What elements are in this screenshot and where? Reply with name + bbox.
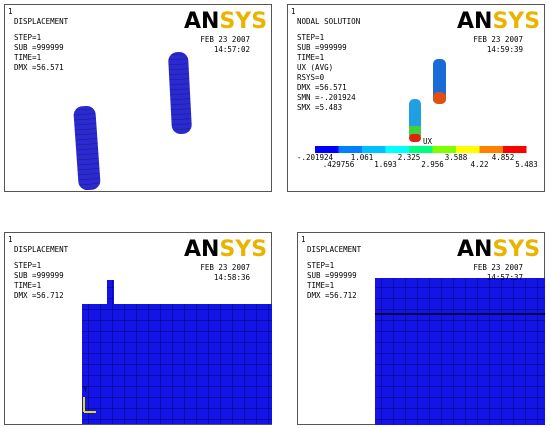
legend-swatch xyxy=(315,146,339,153)
ansys-logo: ANSYS xyxy=(184,9,267,34)
plot-title: DISPLACEMENT xyxy=(14,17,69,26)
window-number: 1 xyxy=(8,7,13,16)
status-line: SMN =-.201924 xyxy=(297,93,356,102)
plot-time: 14:57:37 xyxy=(487,273,523,282)
node-marker: UX xyxy=(423,137,433,146)
status-line: RSYS=0 xyxy=(297,73,325,82)
legend-swatch xyxy=(362,146,386,153)
legend-label: .429756 xyxy=(323,160,355,169)
status-line: SMX =5.483 xyxy=(297,103,342,112)
status-line: DMX =56.571 xyxy=(297,83,347,92)
plot-time: 14:59:39 xyxy=(487,45,523,54)
ansys-logo: ANSYS xyxy=(457,9,540,34)
status-line: UX (AVG) xyxy=(297,63,333,72)
legend-swatch xyxy=(456,146,480,153)
legend-swatch xyxy=(479,146,503,153)
status-line: SUB =999999 xyxy=(307,271,357,280)
status-line: TIME=1 xyxy=(14,281,41,290)
legend-swatch xyxy=(409,146,433,153)
logo-part: SYS xyxy=(492,9,540,34)
legend-swatch xyxy=(385,146,409,153)
window-number: 1 xyxy=(8,235,13,244)
status-line: TIME=1 xyxy=(297,53,324,62)
plot-date: FEB 23 2007 xyxy=(200,35,250,44)
logo-part: AN xyxy=(184,9,219,34)
status-line: SUB =999999 xyxy=(14,271,64,280)
status-line: DMX =56.712 xyxy=(307,291,357,300)
legend-label: 4.852 xyxy=(492,153,515,162)
status-line: SUB =999999 xyxy=(14,43,64,52)
status-line: STEP=1 xyxy=(297,33,324,42)
logo-part: SYS xyxy=(492,237,540,262)
viewport-border xyxy=(4,4,272,192)
legend-swatch xyxy=(338,146,362,153)
status-line: STEP=1 xyxy=(14,33,41,42)
logo-part: SYS xyxy=(219,237,267,262)
mesh xyxy=(375,278,545,425)
legend-label: 5.483 xyxy=(515,160,538,169)
legend-label: 1.061 xyxy=(351,153,374,162)
status-line: DMX =56.712 xyxy=(14,291,64,300)
logo-part: AN xyxy=(184,237,219,262)
window-number: 1 xyxy=(301,235,306,244)
cylinder xyxy=(168,51,192,135)
logo-part: AN xyxy=(457,9,492,34)
ansys-logo: ANSYS xyxy=(184,237,267,262)
cylinder-tip xyxy=(409,134,421,142)
axis-triad xyxy=(83,397,96,413)
plot-title: NODAL SOLUTION xyxy=(297,17,360,26)
plot-title: DISPLACEMENT xyxy=(307,245,362,254)
plot-time: 14:57:02 xyxy=(214,45,250,54)
status-line: TIME=1 xyxy=(307,281,334,290)
legend-swatch xyxy=(503,146,527,153)
window-number: 1 xyxy=(291,7,296,16)
logo-part: SYS xyxy=(219,9,267,34)
status-line: TIME=1 xyxy=(14,53,41,62)
status-line: DMX =56.571 xyxy=(14,63,64,72)
plot-date: FEB 23 2007 xyxy=(200,263,250,272)
mesh-column xyxy=(107,280,114,305)
legend-label: 4.22 xyxy=(470,160,488,169)
plot-date: FEB 23 2007 xyxy=(473,263,523,272)
ansys-logo: ANSYS xyxy=(457,237,540,262)
legend-label: 1.693 xyxy=(374,160,397,169)
status-line: STEP=1 xyxy=(14,261,41,270)
legend-label: 2.956 xyxy=(421,160,444,169)
status-line: STEP=1 xyxy=(307,261,334,270)
axis-marker: Y xyxy=(83,385,88,394)
status-line: SUB =999999 xyxy=(297,43,347,52)
legend-label: -.201924 xyxy=(297,153,334,162)
plot-date: FEB 23 2007 xyxy=(473,35,523,44)
mesh xyxy=(82,304,272,424)
cylinder-tip xyxy=(409,126,421,136)
legend-label: 3.588 xyxy=(445,153,468,162)
legend-label: 2.325 xyxy=(398,153,421,162)
cylinder-tip xyxy=(433,92,446,104)
logo-part: AN xyxy=(457,237,492,262)
plot-title: DISPLACEMENT xyxy=(14,245,69,254)
cylinder xyxy=(73,105,101,191)
viewport: -.201924 1.061 2.325 3.588 4.852 .429756 1.693… xyxy=(287,4,545,192)
legend-swatch xyxy=(432,146,456,153)
viewport-border xyxy=(287,4,545,192)
plot-time: 14:58:36 xyxy=(214,273,251,282)
